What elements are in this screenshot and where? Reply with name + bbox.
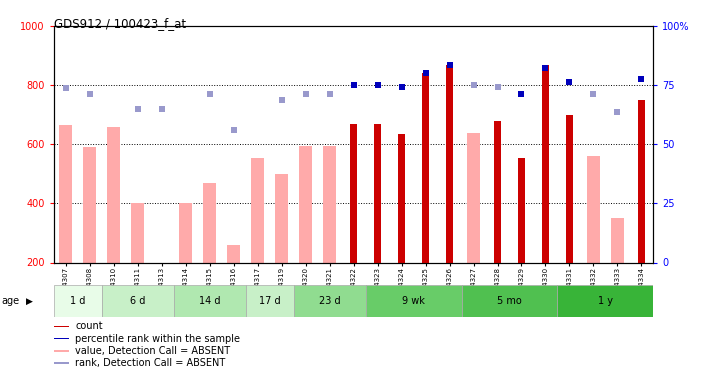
Bar (54, 285, 102, 317)
Bar (542, 64, 549, 262)
Bar (374, 124, 381, 262)
Bar (446, 64, 453, 262)
Bar (275, 174, 288, 262)
Bar (180, 203, 192, 262)
Text: 1 d: 1 d (70, 296, 85, 306)
Bar (462, 285, 557, 317)
Text: 17 d: 17 d (259, 296, 281, 306)
Bar (557, 285, 653, 317)
Bar (251, 158, 264, 262)
Text: ▶: ▶ (26, 296, 33, 305)
Text: GDS912 / 100423_f_at: GDS912 / 100423_f_at (54, 17, 186, 30)
Bar (54, 350, 69, 352)
Bar (467, 132, 480, 262)
Bar (54, 338, 69, 339)
Bar (227, 245, 241, 262)
Bar (638, 100, 645, 262)
Text: value, Detection Call = ABSENT: value, Detection Call = ABSENT (75, 346, 230, 356)
Bar (107, 127, 121, 262)
Bar (518, 158, 525, 262)
Bar (203, 183, 216, 262)
Bar (83, 147, 96, 262)
Bar (365, 285, 462, 317)
Text: 14 d: 14 d (199, 296, 220, 306)
Bar (246, 285, 294, 317)
Text: 23 d: 23 d (319, 296, 340, 306)
Bar (611, 218, 624, 262)
Bar (294, 285, 365, 317)
Bar (398, 134, 405, 262)
Bar (131, 203, 144, 262)
Text: 5 mo: 5 mo (497, 296, 522, 306)
Text: 6 d: 6 d (130, 296, 146, 306)
Bar (174, 285, 246, 317)
Text: count: count (75, 321, 103, 332)
Bar (54, 326, 69, 327)
Bar (422, 74, 429, 262)
Bar (323, 146, 336, 262)
Bar (566, 115, 573, 262)
Bar (299, 146, 312, 262)
Bar (494, 121, 501, 262)
Bar (54, 362, 69, 364)
Text: 9 wk: 9 wk (402, 296, 425, 306)
Bar (350, 124, 358, 262)
Bar (587, 156, 600, 262)
Text: percentile rank within the sample: percentile rank within the sample (75, 334, 241, 344)
Text: rank, Detection Call = ABSENT: rank, Detection Call = ABSENT (75, 358, 225, 368)
Text: age: age (1, 296, 19, 306)
Bar (60, 125, 73, 262)
Bar (102, 285, 174, 317)
Text: 1 y: 1 y (598, 296, 613, 306)
